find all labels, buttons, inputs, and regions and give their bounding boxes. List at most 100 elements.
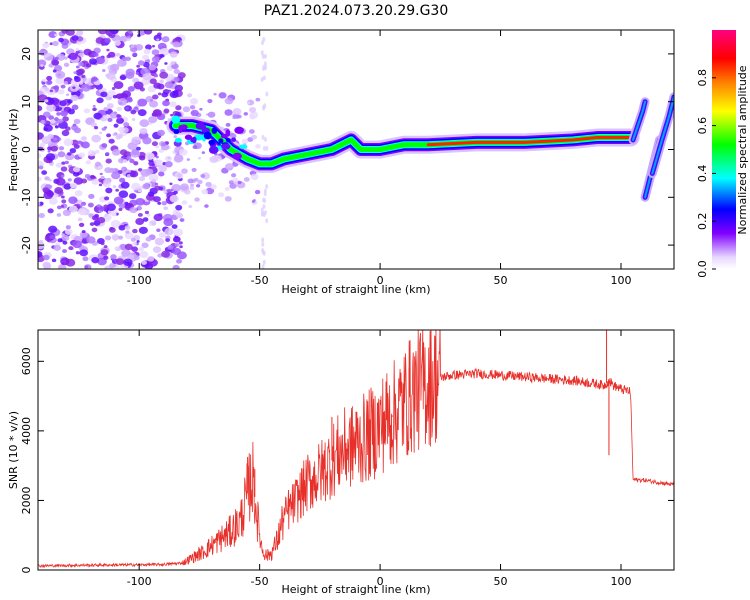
spectrogram-noise-blob (121, 56, 128, 62)
spectrogram-noise-blob (115, 258, 125, 266)
spectrogram-noise-blob (173, 154, 184, 163)
spectrogram-noise-blob (144, 30, 153, 35)
spectrogram-noise-blob (165, 238, 170, 242)
spectrogram-noise-blob (157, 129, 165, 137)
spectrogram-noise-blob (101, 143, 108, 148)
spectrogram-y-tick-label: 20 (20, 47, 33, 61)
spectrogram-noise-blob (254, 189, 261, 195)
spectrogram-noise-blob (62, 240, 68, 245)
spectrogram-noise-blob (133, 81, 144, 90)
colorbar-ticks: 0.0 0.2 0.4 0.6 0.8 (696, 69, 716, 278)
spectrogram-noise-blob (46, 75, 53, 81)
spectrogram-noise-blob (174, 243, 180, 247)
spectrogram-noise-blob (75, 48, 80, 52)
spectrogram-noise-blob (100, 249, 109, 256)
spectrogram-noise-blob (53, 137, 58, 141)
spectrogram-noise-blob (179, 148, 188, 156)
spectrogram-noise-blob (49, 89, 54, 93)
spectrogram-noise-blob (75, 65, 80, 69)
spectrogram-noise-blob (189, 98, 199, 105)
spectrogram-noise-blob (126, 155, 132, 160)
spectrogram-noise-blob (60, 174, 65, 178)
spectrogram-noise-blob (47, 146, 53, 151)
spectrogram-noise-blob (113, 123, 119, 128)
spectrogram-noise-blob (149, 100, 159, 108)
snr-y-tick-label: 6000 (20, 347, 33, 375)
spectrogram-noise-blob (53, 85, 60, 90)
spectrogram-noise-blob (137, 212, 143, 217)
spectrogram-noise-blob (81, 83, 91, 92)
spectrogram-noise-blob (38, 105, 43, 112)
spectrogram-noise-blob (124, 243, 133, 251)
spectrogram-noise-blob (201, 151, 206, 154)
spectrogram-noise-blob (151, 45, 156, 48)
spectrogram-noise-blob (163, 206, 169, 211)
spectrogram-noise-blob (56, 205, 62, 210)
spectrogram-noise-blob (169, 51, 178, 58)
spectrogram-noise-blob (149, 78, 157, 85)
spectrogram-noise-blob (129, 206, 138, 214)
spectrogram-noise-blob (47, 80, 53, 85)
spectrogram-noise-blob (163, 218, 174, 227)
spectrogram-noise-blob (161, 250, 170, 258)
spectrogram-noise-blob (152, 246, 162, 253)
spectrogram-noise-blob (141, 242, 149, 249)
spectrogram-noise-blob (157, 201, 162, 205)
spectrogram-noise-blob (87, 202, 94, 208)
spectrogram-noise-blob (179, 183, 189, 191)
spectrogram-noise-blob (139, 119, 150, 128)
spectrogram-noise-blob (200, 174, 206, 178)
spectrogram-x-label: Height of straight line (km) (281, 283, 430, 296)
spectrogram-noise-blob (262, 203, 266, 209)
spectrogram-noise-blob (126, 37, 131, 41)
spectrogram-noise-blob (145, 44, 152, 50)
spectrogram-noise-blob (93, 112, 102, 120)
colorbar-label: Normalized spectral amplitude (736, 65, 749, 234)
spectrogram-noise-blob (88, 58, 97, 65)
spectrogram-noise-blob (109, 263, 116, 269)
spectrogram-noise-blob (163, 190, 167, 194)
spectrogram-noise-blob (44, 87, 49, 91)
spectrogram-noise-blob (50, 145, 58, 152)
spectrogram-noise-blob (89, 222, 95, 226)
spectrogram-noise-blob (151, 49, 160, 56)
spectrogram-noise-blob (60, 166, 68, 172)
colorbar-tick-label: 0.2 (696, 212, 709, 230)
spectrogram-ridge-core (426, 136, 633, 147)
spectrogram-noise-blob (38, 201, 44, 206)
spectrogram-noise-blob (171, 224, 178, 229)
spectrogram-noise-blob (68, 205, 78, 213)
spectrogram-noise-blob (232, 108, 242, 116)
spectrogram-noise-blob (88, 213, 94, 218)
spectrogram-noise-blob (61, 234, 70, 242)
spectrogram-x-tick-label: -50 (251, 274, 269, 287)
colorbar-tick-label: 0.4 (696, 165, 709, 183)
spectrogram-noise-blob (98, 183, 103, 187)
spectrogram-noise-blob (91, 257, 100, 264)
spectrogram-noise-blob (255, 144, 261, 149)
spectrogram-noise-blob (81, 136, 87, 141)
spectrogram-noise-blob (42, 187, 50, 193)
spectrogram-noise-blob (109, 30, 119, 35)
spectrogram-noise-blob (169, 194, 179, 203)
spectrogram-noise-blob (76, 199, 83, 205)
spectrogram-noise-blob (131, 118, 136, 121)
spectrogram-noise-blob (105, 214, 112, 220)
spectrogram-noise-blob (145, 236, 152, 242)
spectrogram-noise-blob (189, 186, 195, 191)
spectrogram-track-core (651, 95, 674, 175)
spectrogram-noise-blob (131, 182, 141, 191)
spectrogram-noise-blob (44, 176, 50, 181)
spectrogram-noise-blob (116, 114, 121, 118)
spectrogram-noise-blob (85, 160, 91, 165)
spectrogram-noise-blob (123, 122, 130, 127)
spectrogram-noise-blob (158, 171, 165, 177)
spectrogram-noise-blob (110, 220, 121, 228)
spectrogram-noise-blob (135, 217, 145, 226)
spectrogram-noise-blob (135, 198, 145, 206)
spectrogram-noise-blob (73, 118, 81, 125)
spectrogram-noise-blob (72, 171, 80, 177)
spectrogram-noise-blob (118, 207, 123, 212)
spectrogram-noise-blob (103, 245, 108, 249)
